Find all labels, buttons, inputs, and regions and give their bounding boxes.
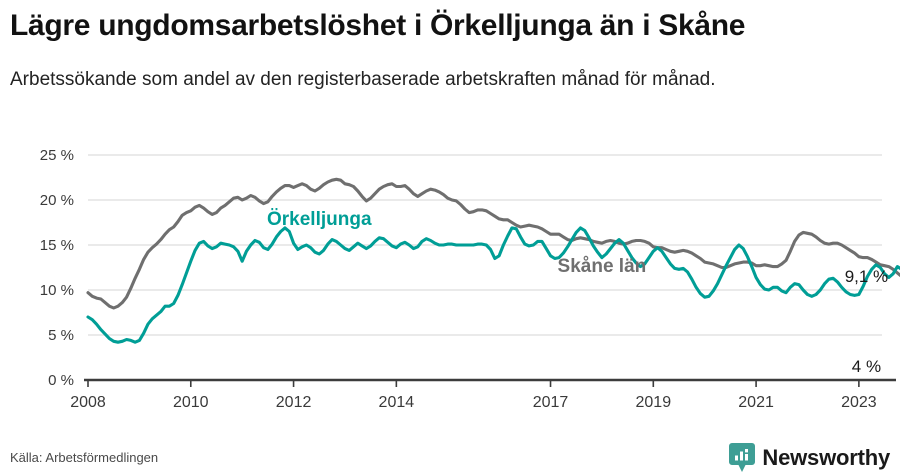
line-chart-svg: 0 % 5 % 10 % 15 % 20 % 25 % 9,1 % 4 % Örkellju… [40,147,900,411]
skane-end-value: 9,1 % [845,267,888,286]
y-axis-tick-labels: 0 % 5 % 10 % 15 % 20 % 25 % [40,147,74,389]
plot-area: 0 % 5 % 10 % 15 % 20 % 25 % 9,1 % 4 % Örkellju… [0,140,900,425]
x-axis-tick-label: 2008 [70,394,106,411]
skane-label: Skåne län [558,256,647,277]
orkelljunga-label: Örkelljunga [267,209,372,230]
series-line [86,177,900,310]
y-axis-tick-label: 10 % [40,282,74,299]
y-axis-tick-label: 5 % [48,327,74,344]
series-line [86,226,900,344]
source-note: Källa: Arbetsförmedlingen [10,450,159,465]
y-axis-tick-label: 25 % [40,147,74,164]
series-inline-labels: Örkelljunga Skåne län [267,209,646,277]
chart-subtitle: Arbetssökande som andel av den registerb… [10,69,716,90]
bar-chart-pin-icon [729,443,756,472]
x-axis-tick-label: 2014 [379,394,415,411]
page-title: Lägre ungdomsarbetslöshet i Örkelljunga … [10,9,746,42]
x-axis-tick-label: 2012 [276,394,312,411]
x-axis-tick-label: 2019 [636,394,672,411]
x-axis-tick-label: 2023 [841,394,877,411]
y-axis-tick-label: 15 % [40,237,74,254]
y-axis-tick-label: 0 % [48,372,74,389]
series-lines [86,177,900,344]
x-axis: 2008 2010 2012 2014 2017 2019 2021 2023 [70,378,896,411]
y-axis-tick-label: 20 % [40,192,74,209]
x-axis-tick-label: 2010 [173,394,209,411]
x-axis-tick-label: 2021 [738,394,774,411]
orkelljunga-end-value: 4 % [852,357,881,376]
brand-logo[interactable]: Newsworthy [729,443,890,473]
value-annotations: 9,1 % 4 % [845,267,888,376]
brand-name: Newsworthy [762,445,890,470]
x-axis-tick-label: 2017 [533,394,569,411]
